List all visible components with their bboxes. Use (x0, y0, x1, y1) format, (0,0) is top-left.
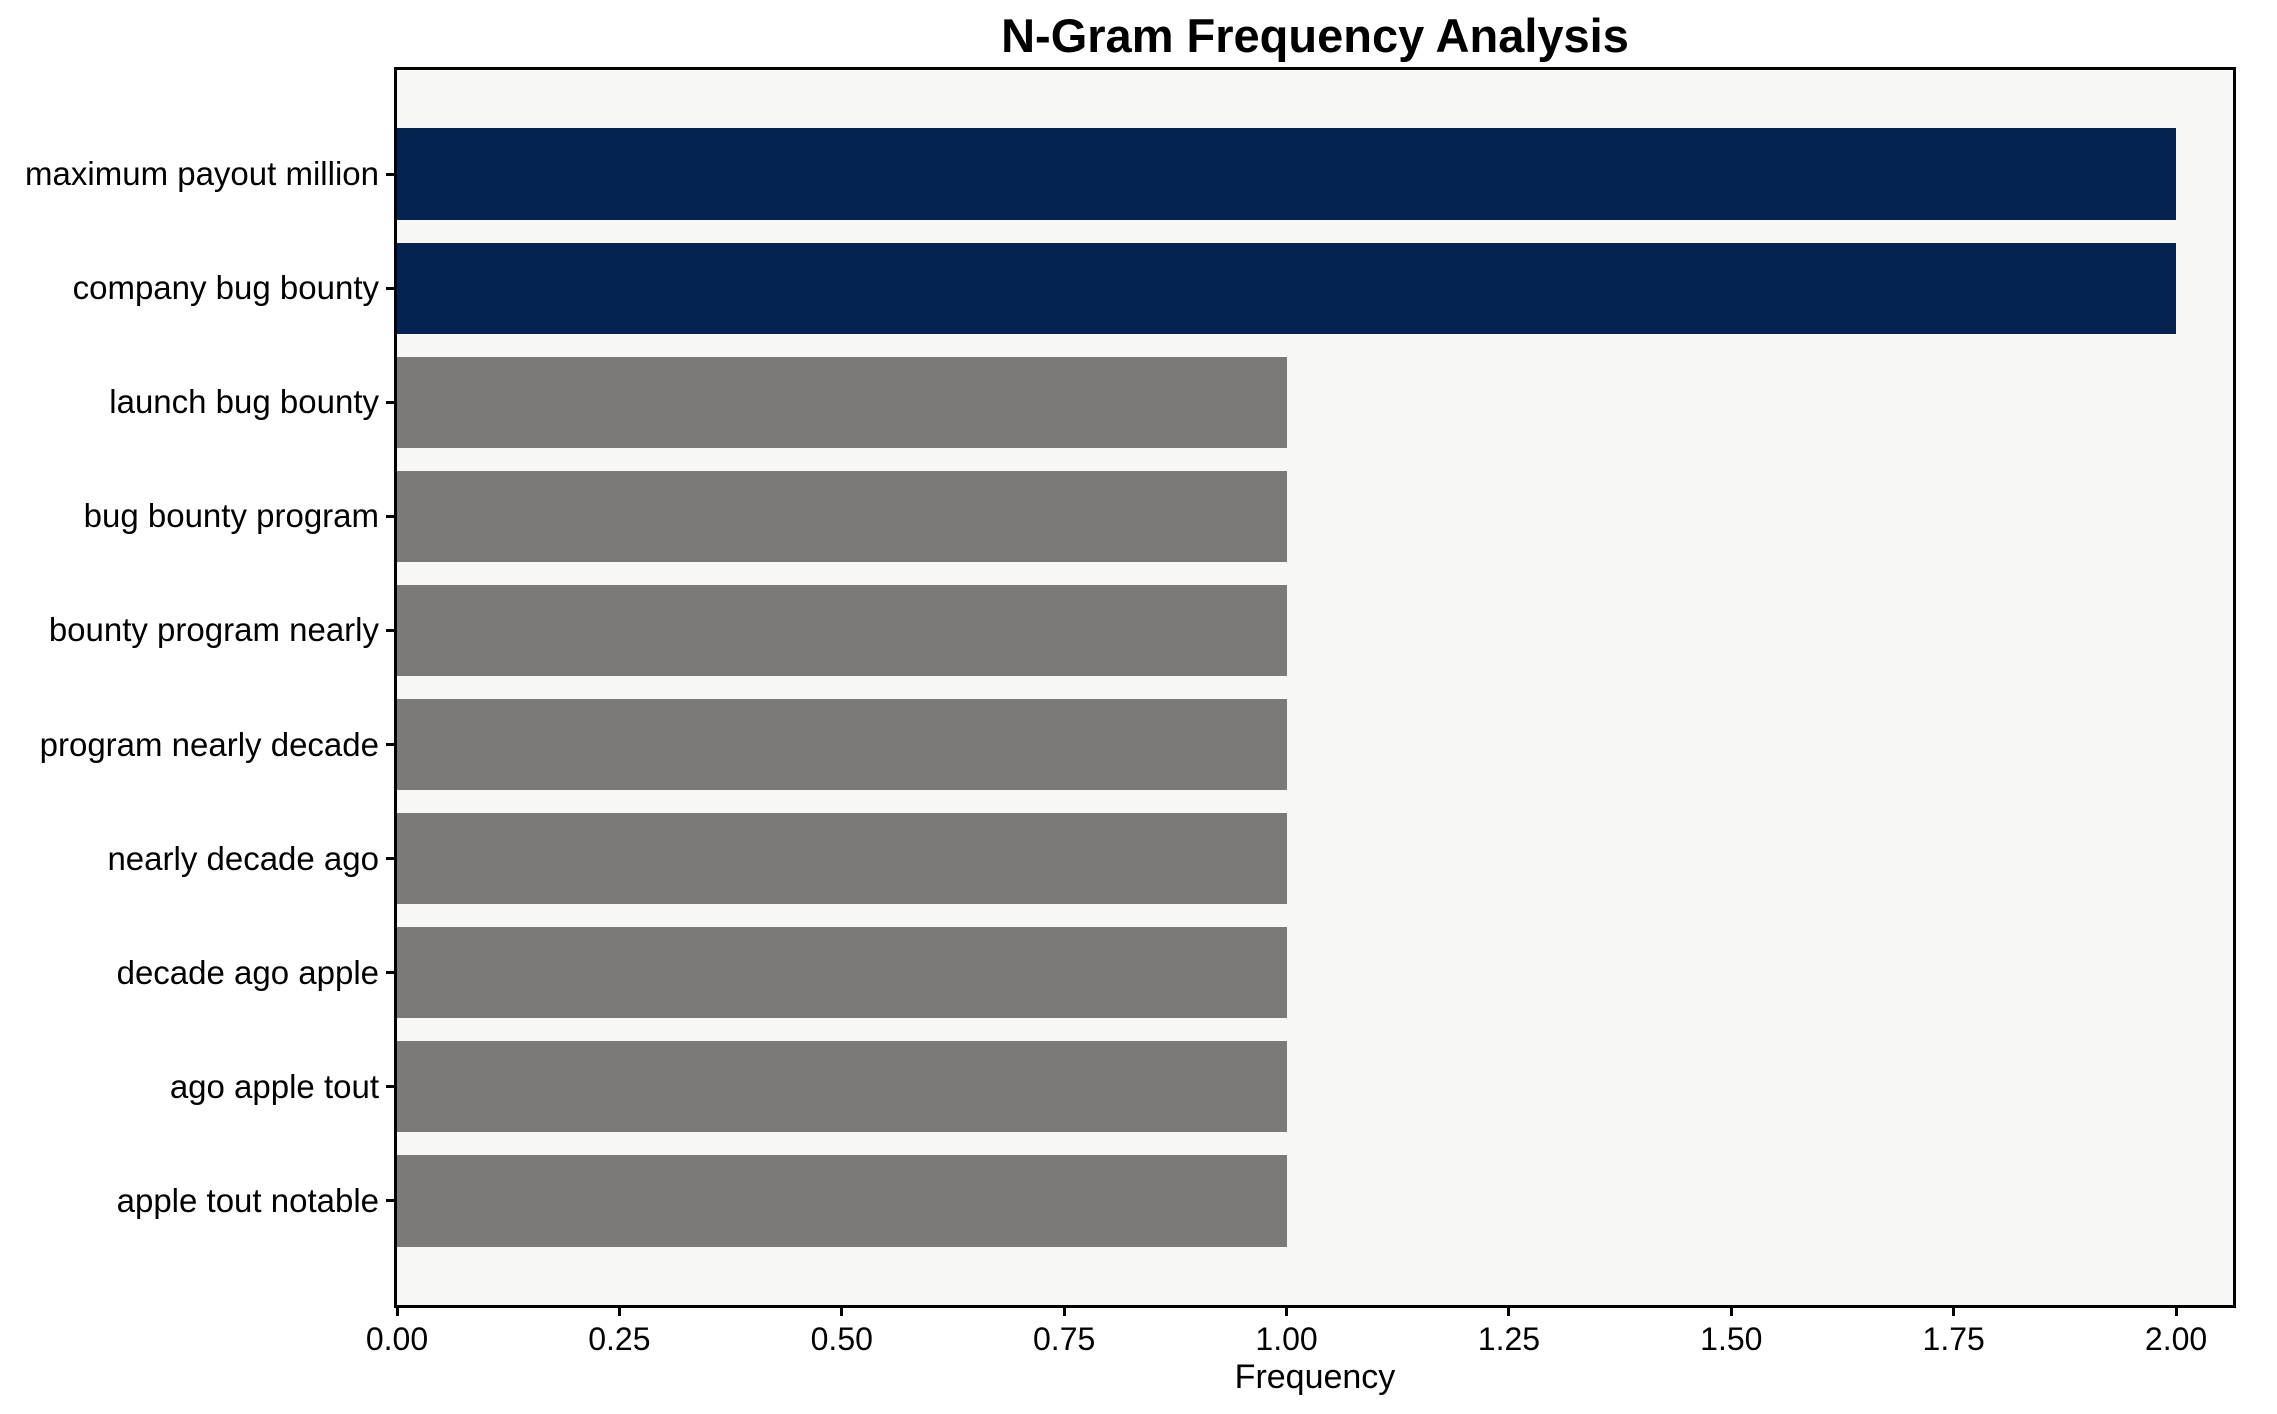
x-tick-label: 1.75 (1922, 1321, 1985, 1357)
x-tick-mark (2174, 1305, 2178, 1316)
x-tick-mark (617, 1305, 621, 1316)
y-tick-label: decade ago apple (116, 953, 379, 991)
y-tick-mark (386, 172, 397, 176)
x-tick-label: 0.75 (1033, 1321, 1096, 1357)
y-tick-label: nearly decade ago (107, 839, 379, 877)
x-tick-mark (1729, 1305, 1733, 1316)
x-tick-label: 0.50 (810, 1321, 873, 1357)
y-tick-mark (386, 514, 397, 518)
x-tick-label: 1.25 (1477, 1321, 1541, 1357)
bar (397, 813, 1287, 905)
y-tick-label: company bug bounty (72, 269, 379, 307)
x-tick-label: 1.00 (1255, 1321, 1318, 1357)
x-tick-label: 2.00 (2144, 1321, 2208, 1357)
y-tick-mark (386, 743, 397, 747)
y-tick-mark (386, 400, 397, 404)
y-tick-mark (386, 857, 397, 861)
bar (397, 128, 2177, 220)
x-tick-label: 0.25 (588, 1321, 651, 1357)
x-tick-mark (1952, 1305, 1956, 1316)
x-tick-mark (395, 1305, 399, 1316)
x-tick-mark (840, 1305, 844, 1316)
y-tick-label: apple tout notable (116, 1181, 379, 1219)
y-tick-label: bug bounty program (83, 497, 379, 535)
y-tick-label: bounty program nearly (48, 611, 379, 649)
y-tick-mark (386, 1199, 397, 1203)
y-tick-mark (386, 971, 397, 975)
bar (397, 584, 1287, 677)
x-tick-label: 0.00 (365, 1321, 429, 1357)
y-tick-label: ago apple tout (169, 1067, 379, 1105)
y-tick-mark (386, 628, 397, 632)
bar (397, 698, 1287, 791)
x-tick-mark (1507, 1305, 1511, 1316)
y-tick-label: maximum payout million (25, 155, 379, 193)
bar (397, 1155, 1287, 1247)
bar (397, 927, 1287, 1019)
bar (397, 242, 2177, 334)
y-tick-label: program nearly decade (39, 725, 379, 763)
y-tick-mark (386, 286, 397, 290)
plot-area (397, 70, 2233, 1305)
x-tick-mark (1285, 1305, 1289, 1316)
x-tick-mark (1062, 1305, 1066, 1316)
x-axis-label: Frequency (1234, 1358, 1396, 1396)
bar (397, 470, 1287, 562)
y-tick-label: launch bug bounty (109, 383, 379, 421)
x-tick-label: 1.50 (1700, 1321, 1763, 1357)
bar (397, 356, 1287, 448)
chart-title: N-Gram Frequency Analysis (1001, 9, 1629, 62)
y-tick-mark (386, 1085, 397, 1089)
bar (397, 1041, 1287, 1133)
